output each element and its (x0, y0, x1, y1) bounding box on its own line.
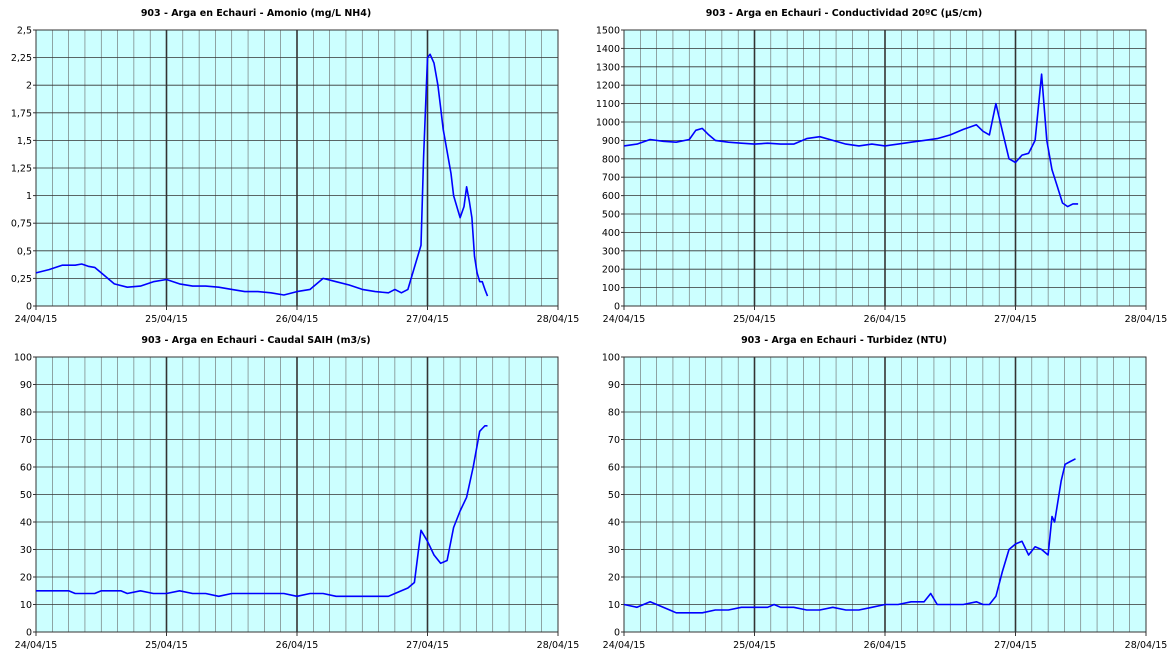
y-tick-label: 100 (602, 283, 620, 294)
x-tick-label: 28/04/15 (1125, 640, 1168, 651)
series-line (623, 73, 1079, 208)
chart-conductividad: 0 100 200 300 400 500 600 700 800 900 1000 1100 1200… (596, 8, 1168, 325)
y-tick-label: 1200 (596, 81, 620, 92)
series-line (35, 53, 489, 297)
x-tick-label: 26/04/15 (864, 314, 907, 325)
y-tick-label: 900 (602, 136, 620, 147)
y-tick-label: 1,5 (17, 136, 32, 147)
y-tick-label: 1400 (596, 44, 620, 55)
y-tick-label: 600 (602, 191, 620, 202)
y-tick-label: 100 (14, 353, 32, 364)
y-tick-label: 1,75 (11, 108, 32, 119)
y-tick-label: 30 (20, 545, 32, 556)
y-tick-label: 100 (602, 353, 620, 364)
y-tick-label: 200 (602, 265, 620, 276)
y-tick-label: 400 (602, 228, 620, 239)
x-tick-label: 27/04/15 (406, 314, 449, 325)
x-tick-label: 28/04/15 (1125, 314, 1168, 325)
y-tick-label: 40 (608, 518, 620, 529)
x-tick-label: 26/04/15 (276, 314, 319, 325)
y-tick-label: 20 (20, 573, 32, 584)
x-tick-label: 25/04/15 (145, 640, 188, 651)
x-tick-label: 25/04/15 (733, 640, 776, 651)
y-tick-label: 20 (608, 573, 620, 584)
y-tick-label: 2,25 (11, 53, 32, 64)
y-tick-label: 300 (602, 246, 620, 257)
chart-title: 903 - Arga en Echauri - Turbidez (NTU) (741, 335, 947, 346)
y-tick-label: 90 (20, 380, 32, 391)
y-tick-label: 80 (20, 408, 32, 419)
y-tick-label: 0 (26, 628, 32, 639)
series-line (36, 425, 488, 598)
x-tick-label: 24/04/15 (15, 314, 58, 325)
y-tick-label: 40 (20, 518, 32, 529)
chart-title: 903 - Arga en Echauri - Caudal SAIH (m3/… (141, 335, 370, 346)
x-tick-label: 27/04/15 (406, 640, 449, 651)
chart-title: 903 - Arga en Echauri - Amonio (mg/L NH4… (141, 8, 371, 19)
chart-turbidez: 0 10 20 30 40 50 60 70 80 90 100 24/04/15 25/04/15 26… (602, 335, 1168, 651)
x-tick-label: 28/04/15 (537, 314, 580, 325)
x-tick-label: 24/04/15 (603, 640, 646, 651)
y-tick-label: 700 (602, 173, 620, 184)
y-tick-label: 90 (608, 380, 620, 391)
y-tick-label: 0,25 (11, 274, 32, 285)
series-line (623, 458, 1076, 614)
y-tick-label: 0 (614, 628, 620, 639)
y-tick-label: 0,5 (17, 246, 32, 257)
y-tick-label: 1,25 (11, 164, 32, 175)
chart-caudal: 0 10 20 30 40 50 60 70 80 90 100 24/04/15 25/04/15 26… (14, 335, 580, 651)
x-tick-label: 24/04/15 (15, 640, 58, 651)
y-tick-label: 80 (608, 408, 620, 419)
x-tick-label: 27/04/15 (994, 314, 1037, 325)
y-tick-label: 1300 (596, 62, 620, 73)
y-tick-label: 50 (608, 490, 620, 501)
y-tick-label: 1500 (596, 26, 620, 37)
chart-amonio: 0 0,25 0,5 0,75 1 1,25 1,5 1,75 2 2,25 2,5 24/04/15… (11, 8, 580, 325)
y-tick-label: 2 (26, 81, 32, 92)
y-tick-label: 10 (608, 600, 620, 611)
chart-title: 903 - Arga en Echauri - Conductividad 20… (706, 8, 982, 19)
x-tick-label: 25/04/15 (145, 314, 188, 325)
y-tick-label: 800 (602, 154, 620, 165)
x-tick-label: 28/04/15 (537, 640, 580, 651)
y-tick-label: 70 (608, 435, 620, 446)
y-tick-label: 60 (608, 463, 620, 474)
y-tick-label: 60 (20, 463, 32, 474)
y-tick-label: 50 (20, 490, 32, 501)
y-tick-label: 0,75 (11, 219, 32, 230)
x-tick-label: 26/04/15 (864, 640, 907, 651)
y-tick-label: 500 (602, 210, 620, 221)
x-tick-label: 26/04/15 (276, 640, 319, 651)
y-tick-label: 0 (26, 302, 32, 313)
y-tick-label: 1000 (596, 118, 620, 129)
y-tick-label: 2,5 (17, 26, 32, 37)
x-tick-label: 25/04/15 (733, 314, 776, 325)
y-tick-label: 1100 (596, 99, 620, 110)
y-tick-label: 30 (608, 545, 620, 556)
y-tick-label: 0 (614, 302, 620, 313)
y-tick-label: 70 (20, 435, 32, 446)
x-tick-label: 27/04/15 (994, 640, 1037, 651)
y-tick-label: 1 (26, 191, 32, 202)
x-tick-label: 24/04/15 (603, 314, 646, 325)
y-tick-label: 10 (20, 600, 32, 611)
